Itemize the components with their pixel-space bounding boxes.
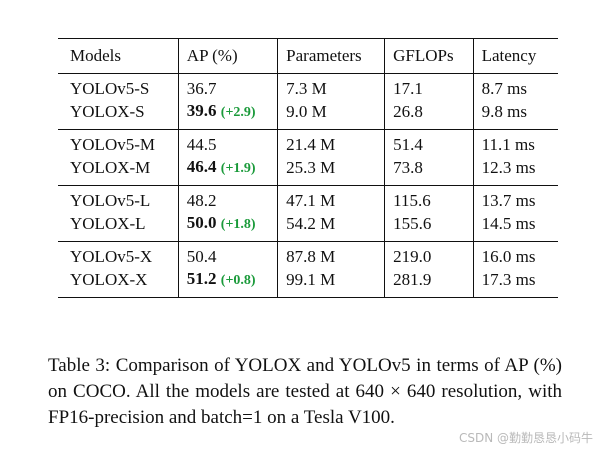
gflops-cell: 155.6 [384,212,474,242]
header-gflops: GFLOPs [384,38,474,74]
table-row: YOLOv5-S 36.7 7.3 M 17.1 8.7 ms [58,73,558,100]
model-cell: YOLOv5-L [70,190,151,210]
ap-value: 50.0 [186,213,217,232]
latency-cell: 8.7 ms [472,73,558,100]
params-cell: 21.4 M [277,129,385,156]
latency-cell: 12.3 ms [472,156,558,186]
latency-cell: 9.8 ms [472,100,558,130]
gflops-cell: 73.8 [384,156,474,186]
table-row: YOLOv5-L 48.2 47.1 M 115.6 13.7 ms [58,185,558,212]
gflops-cell: 26.8 [384,100,474,130]
ap-cell: 39.6 (+2.9) [177,100,278,130]
gflops-cell: 281.9 [384,268,474,298]
table-row: YOLOX-M 46.4 (+1.9) 25.3 M 73.8 12.3 ms [58,156,558,186]
params-cell: 9.0 M [277,100,385,130]
params-cell: 47.1 M [277,185,385,212]
params-cell: 25.3 M [277,156,385,186]
table-row: YOLOv5-M 44.5 21.4 M 51.4 11.1 ms [58,129,558,156]
table-group-m: YOLOv5-M 44.5 21.4 M 51.4 11.1 ms YOLOX-… [58,129,558,186]
params-cell: 99.1 M [277,268,385,298]
model-cell: YOLOv5-X [70,246,153,266]
comparison-table-container: Models AP (%) Parameters GFLOPs Latency … [58,38,558,298]
table-group-l: YOLOv5-L 48.2 47.1 M 115.6 13.7 ms YOLOX… [58,185,558,242]
ap-gain: (+0.8) [220,273,256,288]
params-cell: 7.3 M [277,73,385,100]
table-row: YOLOX-S 39.6 (+2.9) 9.0 M 26.8 9.8 ms [58,100,558,130]
header-ap: AP (%) [177,38,278,74]
gflops-cell: 115.6 [384,185,474,212]
table-row: YOLOX-X 51.2 (+0.8) 99.1 M 281.9 17.3 ms [58,268,558,298]
gflops-cell: 51.4 [384,129,474,156]
table-group-x: YOLOv5-X 50.4 87.8 M 219.0 16.0 ms YOLOX… [58,241,558,298]
table-caption: Table 3: Comparison of YOLOX and YOLOv5 … [48,355,562,428]
ap-cell: 44.5 [177,129,278,156]
header-row: Models AP (%) Parameters GFLOPs Latency [58,38,558,74]
params-cell: 87.8 M [277,241,385,268]
model-cell: YOLOX-X [58,268,179,298]
latency-cell: 17.3 ms [472,268,558,298]
ap-gain: (+1.9) [220,161,256,176]
ap-value: 46.4 [186,157,217,176]
gflops-cell: 17.1 [384,73,474,100]
gflops-cell: 219.0 [384,241,474,268]
ap-value: 51.2 [186,269,217,288]
latency-cell: 13.7 ms [472,185,558,212]
ap-cell: 36.7 [177,73,278,100]
model-cell: YOLOX-M [58,156,179,186]
latency-cell: 14.5 ms [472,212,558,242]
ap-gain: (+2.9) [220,105,256,120]
table-header: Models AP (%) Parameters GFLOPs Latency [58,38,558,74]
ap-cell: 46.4 (+1.9) [177,156,278,186]
table-group-s: YOLOv5-S 36.7 7.3 M 17.1 8.7 ms YOLOX-S … [58,73,558,130]
header-models: Models [58,38,179,74]
header-latency: Latency [472,38,558,74]
ap-cell: 48.2 [177,185,278,212]
params-cell: 54.2 M [277,212,385,242]
ap-cell: 50.4 [177,241,278,268]
ap-value: 39.6 [186,101,217,120]
table-row: YOLOv5-X 50.4 87.8 M 219.0 16.0 ms [58,241,558,268]
model-cell: YOLOX-L [58,212,179,242]
model-cell: YOLOX-S [58,100,179,130]
latency-cell: 11.1 ms [472,129,558,156]
ap-cell: 51.2 (+0.8) [177,268,278,298]
model-cell: YOLOv5-S [70,78,150,98]
ap-gain: (+1.8) [220,217,256,232]
csdn-watermark: CSDN @勤勤恳恳小码牛 [458,431,593,445]
model-cell: YOLOv5-M [70,134,155,154]
ap-cell: 50.0 (+1.8) [177,212,278,242]
header-parameters: Parameters [277,38,385,74]
comparison-table: Models AP (%) Parameters GFLOPs Latency … [58,38,558,298]
latency-cell: 16.0 ms [472,241,558,268]
table-row: YOLOX-L 50.0 (+1.8) 54.2 M 155.6 14.5 ms [58,212,558,242]
